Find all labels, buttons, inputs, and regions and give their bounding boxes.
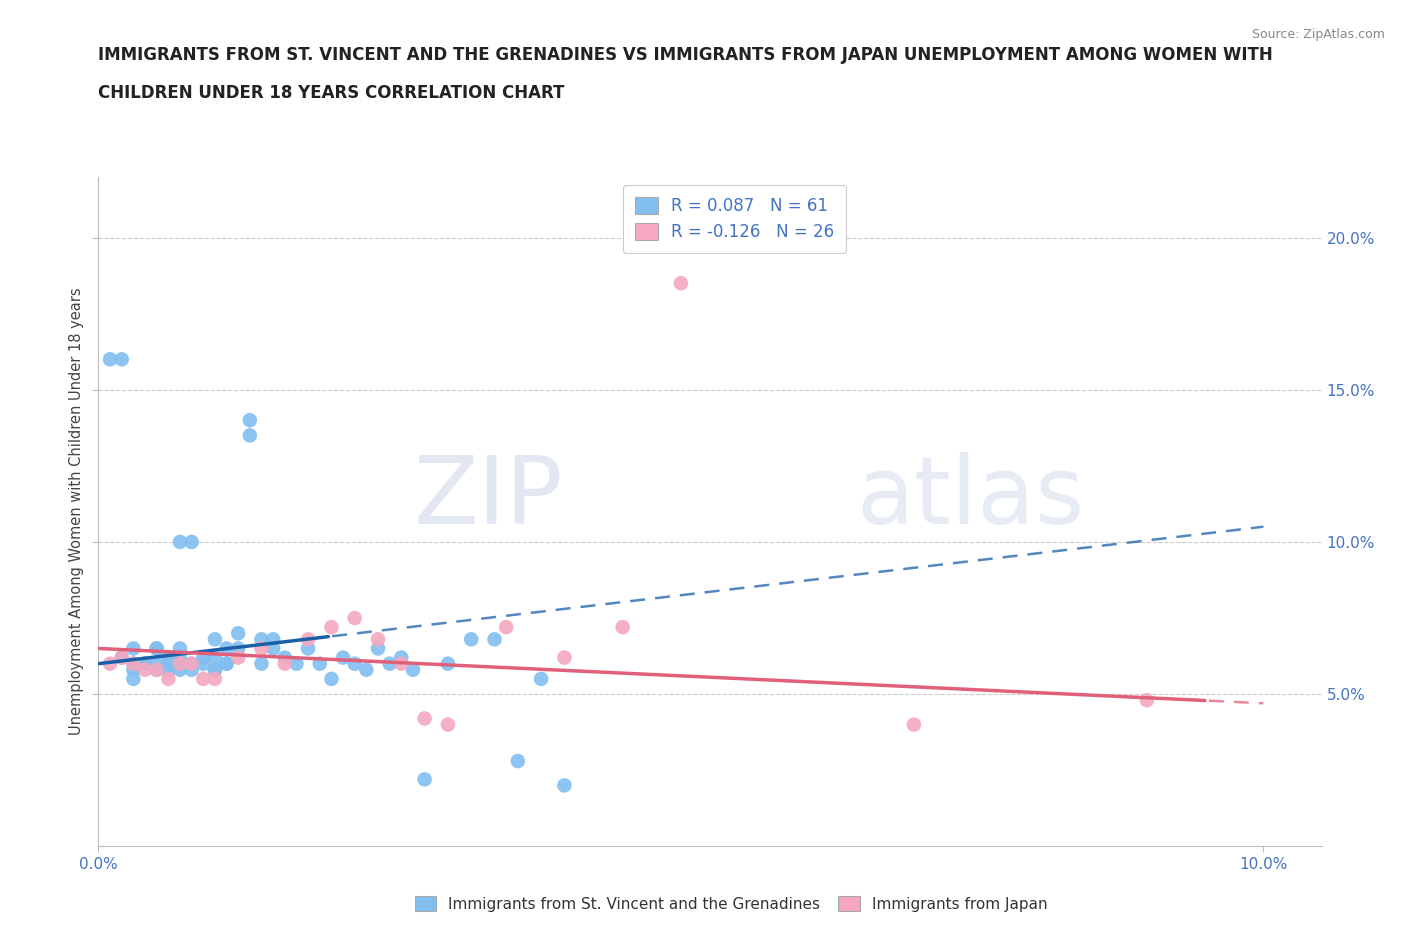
Point xyxy=(111,650,134,665)
Point xyxy=(226,641,249,656)
Point xyxy=(437,657,460,671)
Point xyxy=(145,662,167,677)
Point xyxy=(169,641,191,656)
Point xyxy=(669,276,692,291)
Point xyxy=(193,671,215,686)
Text: ZIP: ZIP xyxy=(413,452,564,544)
Point xyxy=(215,657,238,671)
Point xyxy=(204,650,226,665)
Point xyxy=(274,650,297,665)
Point xyxy=(413,772,436,787)
Point xyxy=(169,657,191,671)
Point xyxy=(1136,693,1159,708)
Point xyxy=(250,641,273,656)
Point xyxy=(612,619,634,634)
Point xyxy=(389,650,412,665)
Point xyxy=(98,352,121,366)
Point xyxy=(122,657,145,671)
Point xyxy=(111,650,134,665)
Point xyxy=(262,641,284,656)
Point xyxy=(134,657,156,671)
Point xyxy=(495,619,517,634)
Point xyxy=(180,535,202,550)
Point xyxy=(204,671,226,686)
Point xyxy=(285,657,308,671)
Point xyxy=(204,631,226,646)
Text: IMMIGRANTS FROM ST. VINCENT AND THE GRENADINES VS IMMIGRANTS FROM JAPAN UNEMPLOY: IMMIGRANTS FROM ST. VINCENT AND THE GREN… xyxy=(98,46,1274,64)
Point xyxy=(122,662,145,677)
Point xyxy=(308,657,330,671)
Point xyxy=(145,641,167,656)
Point xyxy=(378,657,401,671)
Point xyxy=(297,641,319,656)
Point xyxy=(250,657,273,671)
Point xyxy=(484,631,506,646)
Point xyxy=(193,657,215,671)
Point xyxy=(226,626,249,641)
Point xyxy=(343,657,366,671)
Text: Source: ZipAtlas.com: Source: ZipAtlas.com xyxy=(1251,28,1385,41)
Point xyxy=(356,662,378,677)
Point xyxy=(157,671,180,686)
Point xyxy=(134,662,156,677)
Point xyxy=(262,631,284,646)
Point xyxy=(169,535,191,550)
Legend: R = 0.087   N = 61, R = -0.126   N = 26: R = 0.087 N = 61, R = -0.126 N = 26 xyxy=(623,185,846,253)
Point xyxy=(413,711,436,726)
Point xyxy=(193,650,215,665)
Point xyxy=(122,641,145,656)
Point xyxy=(367,631,389,646)
Y-axis label: Unemployment Among Women with Children Under 18 years: Unemployment Among Women with Children U… xyxy=(69,287,84,736)
Point xyxy=(98,657,121,671)
Point xyxy=(239,428,262,443)
Point xyxy=(157,662,180,677)
Point xyxy=(215,641,238,656)
Point xyxy=(367,641,389,656)
Point xyxy=(134,657,156,671)
Point xyxy=(553,650,575,665)
Point xyxy=(321,619,343,634)
Point xyxy=(239,413,262,428)
Point xyxy=(157,650,180,665)
Point xyxy=(169,650,191,665)
Point xyxy=(157,662,180,677)
Point xyxy=(460,631,482,646)
Point xyxy=(157,657,180,671)
Point xyxy=(204,662,226,677)
Point xyxy=(145,662,167,677)
Point xyxy=(145,641,167,656)
Point xyxy=(226,650,249,665)
Point xyxy=(215,657,238,671)
Point xyxy=(169,657,191,671)
Point xyxy=(204,662,226,677)
Point xyxy=(122,657,145,671)
Point xyxy=(530,671,553,686)
Point xyxy=(343,611,366,626)
Point xyxy=(321,671,343,686)
Point xyxy=(402,662,425,677)
Point xyxy=(437,717,460,732)
Point xyxy=(111,352,134,366)
Point xyxy=(389,657,412,671)
Point xyxy=(122,671,145,686)
Point xyxy=(274,657,297,671)
Text: atlas: atlas xyxy=(856,452,1085,544)
Point xyxy=(180,657,202,671)
Point xyxy=(332,650,354,665)
Point xyxy=(180,657,202,671)
Point xyxy=(169,662,191,677)
Point xyxy=(506,753,529,768)
Legend: Immigrants from St. Vincent and the Grenadines, Immigrants from Japan: Immigrants from St. Vincent and the Gren… xyxy=(408,890,1054,918)
Point xyxy=(250,631,273,646)
Point xyxy=(145,657,167,671)
Point xyxy=(903,717,925,732)
Point xyxy=(180,662,202,677)
Point xyxy=(553,778,575,793)
Text: CHILDREN UNDER 18 YEARS CORRELATION CHART: CHILDREN UNDER 18 YEARS CORRELATION CHAR… xyxy=(98,84,565,101)
Point xyxy=(297,631,319,646)
